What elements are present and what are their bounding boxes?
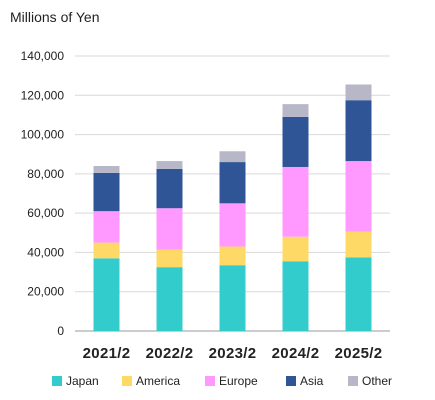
- bar-segment-japan: [93, 258, 120, 331]
- x-tick-label: 2021/2: [83, 345, 131, 362]
- x-tick-label: 2022/2: [146, 345, 194, 362]
- bar-segment-asia: [93, 172, 120, 212]
- bar-segment-japan: [219, 265, 246, 331]
- bar-segment-america: [345, 231, 372, 258]
- y-tick-label: 0: [57, 324, 64, 338]
- bar-segment-europe: [156, 208, 183, 250]
- y-tick-label: 140,000: [21, 49, 65, 63]
- legend-swatch: [348, 376, 358, 386]
- bar-segment-asia: [345, 100, 372, 162]
- y-tick-label: 100,000: [21, 128, 65, 142]
- legend-swatch: [286, 376, 296, 386]
- x-tick-label: 2023/2: [209, 345, 257, 362]
- bar-segment-other: [219, 151, 246, 163]
- y-axis-ticks: 0 20,000 40,000 60,000 80,000 100,000 120,000 1…: [21, 49, 65, 338]
- bar-segment-other: [345, 84, 372, 101]
- bar-segment-asia: [156, 168, 183, 209]
- legend-item-europe: Europe: [205, 374, 258, 388]
- stacked-bar-chart: 0 20,000 40,000 60,000 80,000 100,000 120,000 1…: [21, 49, 390, 362]
- y-tick-label: 20,000: [27, 285, 64, 299]
- bar-segment-asia: [282, 116, 309, 167]
- y-tick-label: 120,000: [21, 88, 65, 102]
- x-tick-label: 2024/2: [272, 345, 320, 362]
- legend-label: Other: [362, 374, 393, 388]
- bar-segment-europe: [282, 166, 309, 237]
- bar-segment-japan: [156, 267, 183, 331]
- bar-segment-japan: [282, 261, 309, 331]
- legend-swatch: [122, 376, 132, 386]
- bars: [93, 84, 372, 331]
- bar-segment-asia: [219, 162, 246, 204]
- legend-item-other: Other: [348, 374, 392, 388]
- legend-swatch: [52, 376, 62, 386]
- bar-segment-japan: [345, 257, 372, 331]
- legend: Japan America Europe Asia Other: [0, 374, 435, 392]
- legend-label: Asia: [300, 374, 324, 388]
- legend-label: America: [136, 374, 181, 388]
- y-tick-label: 60,000: [27, 206, 64, 220]
- x-axis-ticks: 2021/2 2022/2 2023/2 2024/2 2025/2: [83, 345, 383, 362]
- bar-segment-other: [282, 104, 309, 117]
- bar-segment-america: [219, 246, 246, 266]
- legend-item-japan: Japan: [52, 374, 99, 388]
- bar-segment-america: [93, 242, 120, 259]
- bar-segment-europe: [345, 161, 372, 232]
- y-tick-label: 80,000: [27, 167, 64, 181]
- legend-swatch: [205, 376, 215, 386]
- bar-segment-other: [156, 161, 183, 169]
- bar-segment-america: [282, 236, 309, 262]
- legend-item-asia: Asia: [286, 374, 323, 388]
- legend-label: Europe: [219, 374, 258, 388]
- bar-segment-other: [93, 166, 120, 173]
- y-tick-label: 40,000: [27, 245, 64, 259]
- unit-label: Millions of Yen: [10, 9, 100, 25]
- legend-item-america: America: [122, 374, 180, 388]
- bar-segment-america: [156, 249, 183, 268]
- bar-segment-europe: [93, 211, 120, 243]
- bar-segment-europe: [219, 203, 246, 247]
- legend-label: Japan: [66, 374, 99, 388]
- x-tick-label: 2025/2: [335, 345, 383, 362]
